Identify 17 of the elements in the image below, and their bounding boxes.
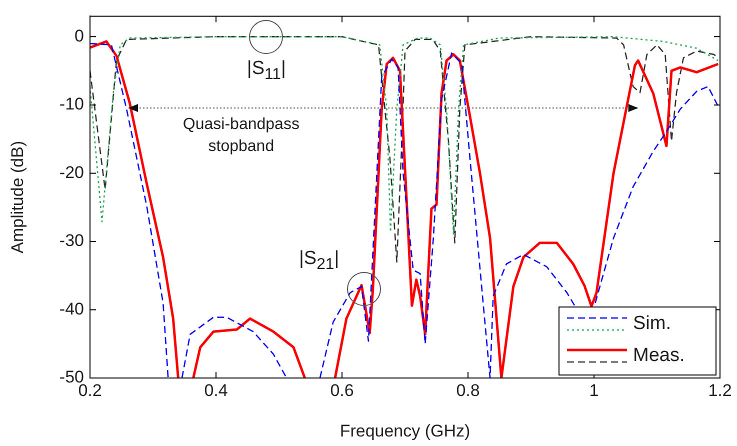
x-tick-label: 0.4 <box>204 380 228 400</box>
x-tick-label: 0.6 <box>330 380 354 400</box>
y-tick-label: -20 <box>59 162 84 182</box>
y-axis-title: Amplitude (dB) <box>8 140 27 254</box>
annotation: |S$_{21}$| <box>298 247 340 276</box>
y-tick-label: -40 <box>59 299 84 318</box>
x-tick-label: 1.2 <box>708 380 732 400</box>
y-tick-label: 0 <box>74 26 84 46</box>
x-tick-label: 1 <box>589 380 599 400</box>
legend-label: Sim. <box>633 313 671 334</box>
legend-label: Meas. <box>633 345 685 366</box>
y-tick-label: -30 <box>59 231 84 250</box>
x-tick-label: 0.8 <box>456 380 480 400</box>
x-axis-title: Frequency (GHz) <box>340 421 470 440</box>
annotation: Quasi-bandpass stopband <box>182 114 300 157</box>
y-tick-label: -10 <box>59 94 84 114</box>
annotation: |S$_{11}$| <box>246 56 287 84</box>
